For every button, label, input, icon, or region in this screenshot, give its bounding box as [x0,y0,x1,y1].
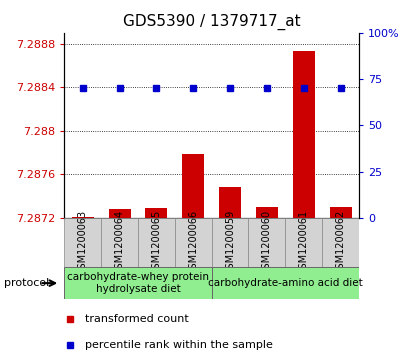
Text: transformed count: transformed count [85,314,189,324]
Bar [101,218,138,267]
Bar [145,208,168,218]
Text: percentile rank within the sample: percentile rank within the sample [85,340,273,350]
Text: GSM1200066: GSM1200066 [188,210,198,275]
Text: carbohydrate-whey protein
hydrolysate diet: carbohydrate-whey protein hydrolysate di… [67,272,209,294]
Bar [293,51,315,218]
Text: protocol: protocol [4,278,49,288]
Bar [138,218,175,267]
Bar [322,218,359,267]
Bar [330,207,352,218]
Bar [219,187,241,218]
Text: GSM1200064: GSM1200064 [115,210,124,275]
Bar [286,218,322,267]
Bar [64,218,101,267]
Title: GDS5390 / 1379717_at: GDS5390 / 1379717_at [123,14,300,30]
Text: GSM1200062: GSM1200062 [336,210,346,275]
Text: GSM1200060: GSM1200060 [262,210,272,275]
Text: GSM1200059: GSM1200059 [225,210,235,275]
Text: GSM1200061: GSM1200061 [299,210,309,275]
Text: GSM1200063: GSM1200063 [78,210,88,275]
Bar [212,218,249,267]
Bar [109,209,131,218]
Bar [72,217,94,218]
Bar [175,218,212,267]
Bar [64,267,212,299]
Text: GSM1200065: GSM1200065 [151,210,161,275]
Bar [182,154,204,218]
Bar [212,267,359,299]
Bar [256,207,278,218]
Bar [249,218,286,267]
Text: carbohydrate-amino acid diet: carbohydrate-amino acid diet [208,278,363,288]
